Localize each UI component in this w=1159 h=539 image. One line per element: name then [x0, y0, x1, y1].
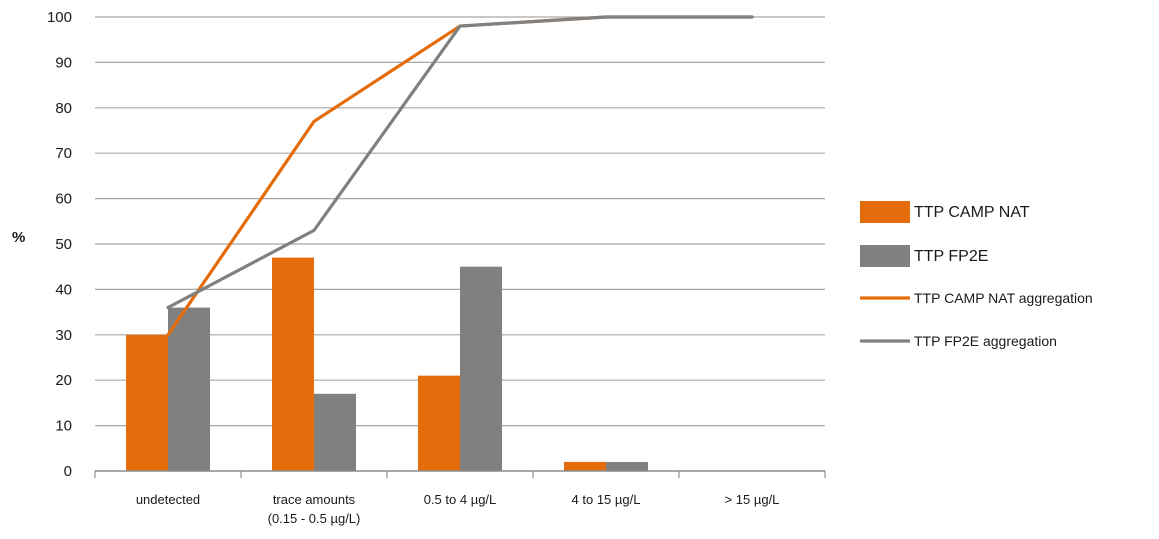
y-tick-label: 70	[55, 145, 72, 162]
y-tick-label: 90	[55, 54, 72, 71]
y-tick-label: 60	[55, 191, 72, 208]
bar	[168, 307, 210, 471]
bar	[564, 461, 606, 471]
y-tick-label: 0	[64, 463, 72, 480]
legend: TTP CAMP NAT TTP FP2E TTP CAMP NAT aggrega…	[860, 201, 1093, 349]
x-tick-label: 4 to 15 µg/L	[572, 492, 641, 507]
y-axis-label: %	[12, 229, 25, 246]
series-line	[166, 15, 754, 310]
y-tick-label: 50	[55, 236, 72, 253]
legend-label: TTP FP2E	[914, 248, 988, 265]
x-tick-label: > 15 µg/L	[725, 492, 780, 507]
bar	[418, 375, 460, 471]
x-tick-label: trace amounts (0.15 - 0.5 µg/L)	[268, 492, 361, 526]
y-tick-label: 80	[55, 100, 72, 117]
x-tick-label: 0.5 to 4 µg/L	[424, 492, 497, 507]
y-tick-label: 100	[47, 9, 72, 26]
bar	[272, 257, 314, 471]
x-tick-label: undetected	[136, 492, 200, 507]
y-tick-label: 20	[55, 372, 72, 389]
bar	[314, 393, 356, 471]
legend-label: TTP CAMP NAT aggregation	[914, 290, 1093, 306]
legend-swatch	[860, 245, 910, 267]
y-tick-label: 10	[55, 418, 72, 435]
legend-swatch	[860, 201, 910, 223]
bar	[126, 334, 168, 471]
legend-label: TTP FP2E aggregation	[914, 333, 1057, 349]
bars	[126, 257, 648, 471]
bar	[606, 461, 648, 471]
y-tick-label: 30	[55, 327, 72, 344]
aggregation-lines	[166, 15, 754, 337]
axes	[94, 470, 826, 478]
legend-label: TTP CAMP NAT	[914, 204, 1030, 221]
y-tick-label: 40	[55, 281, 72, 298]
bar	[460, 266, 502, 471]
x-axis-ticks: undetected trace amounts (0.15 - 0.5 µg/L)…	[136, 492, 780, 526]
y-axis-ticks: 0 10 20 30 40 50 60 70 80 90 100	[47, 9, 72, 480]
